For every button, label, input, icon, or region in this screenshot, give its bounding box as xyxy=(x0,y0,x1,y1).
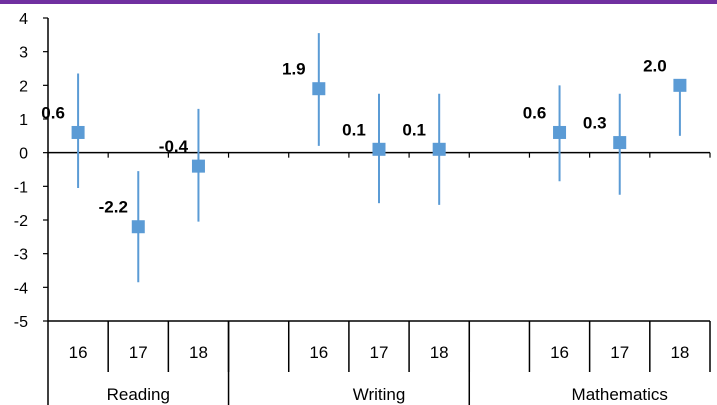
y-tick-label: 0 xyxy=(19,146,28,163)
y-tick-label: 4 xyxy=(19,11,28,28)
category-label: 18 xyxy=(430,343,449,362)
group-label: Reading xyxy=(107,385,170,404)
data-label: 0.6 xyxy=(523,103,547,122)
y-tick-label: 1 xyxy=(19,112,28,129)
y-tick-label: -5 xyxy=(14,314,28,331)
data-label: 0.1 xyxy=(342,120,366,139)
data-label: -0.4 xyxy=(159,137,189,156)
group-label: Writing xyxy=(353,385,406,404)
data-point xyxy=(432,142,446,156)
category-label: 17 xyxy=(610,343,629,362)
data-point xyxy=(71,125,85,139)
y-tick-label: 2 xyxy=(19,78,28,95)
category-label: 16 xyxy=(550,343,569,362)
category-label: 16 xyxy=(309,343,328,362)
data-point xyxy=(131,220,145,234)
data-label: 2.0 xyxy=(643,56,667,75)
data-point xyxy=(673,78,687,92)
y-tick-label: 3 xyxy=(19,45,28,62)
data-point xyxy=(553,125,567,139)
data-point xyxy=(613,136,627,150)
top-rule xyxy=(0,0,717,4)
category-label: 18 xyxy=(189,343,208,362)
data-label: 0.6 xyxy=(41,103,65,122)
data-label: 0.3 xyxy=(583,114,607,133)
data-label: -2.2 xyxy=(99,198,128,217)
data-point xyxy=(372,142,386,156)
category-label: 17 xyxy=(129,343,148,362)
data-point xyxy=(312,82,326,96)
category-label: 17 xyxy=(370,343,389,362)
category-label: 16 xyxy=(69,343,88,362)
group-label: Mathematics xyxy=(572,385,668,404)
category-label: 18 xyxy=(670,343,689,362)
y-tick-label: -1 xyxy=(14,179,28,196)
data-label: 0.1 xyxy=(402,120,426,139)
data-point xyxy=(191,159,205,173)
y-tick-label: -4 xyxy=(14,280,28,297)
data-label: 1.9 xyxy=(282,60,306,79)
y-tick-label: -2 xyxy=(14,213,28,230)
y-tick-label: -3 xyxy=(14,247,28,264)
